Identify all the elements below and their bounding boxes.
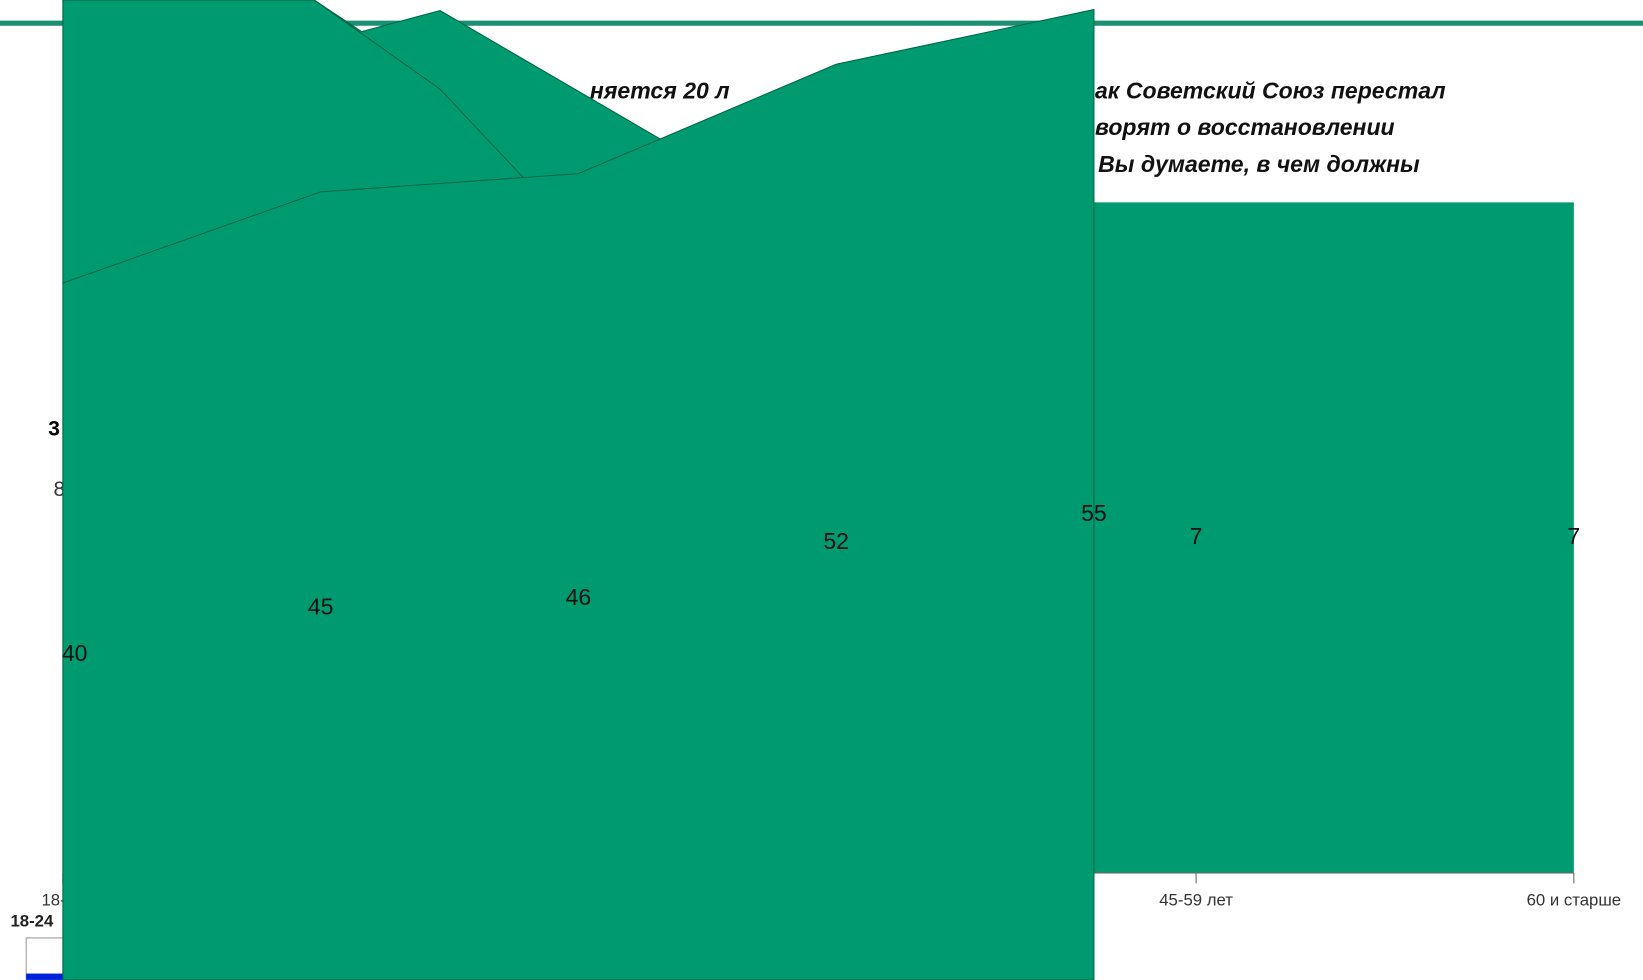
data-label: 55 xyxy=(1081,500,1107,526)
x-tick-label: 60 и старше xyxy=(1527,891,1622,910)
data-label: 45 xyxy=(308,593,334,619)
data-label: 46 xyxy=(566,584,592,610)
data-label: 7 xyxy=(1190,523,1203,549)
title-fragment: Вы думаете, в чем должны xyxy=(1098,151,1420,177)
legend-box xyxy=(25,937,69,980)
legend-fragment: 18-24 xyxy=(10,912,54,931)
data-label: 7 xyxy=(1567,523,1580,549)
axis-fragment: 8 xyxy=(53,478,65,501)
overlap-edge xyxy=(314,0,525,179)
data-label: 40 xyxy=(62,640,88,666)
title-fragment: няется 20 л xyxy=(590,77,730,103)
x-tick-label: 45-59 лет xyxy=(1159,891,1233,910)
axis-fragment: 3 xyxy=(48,417,60,440)
title-fragment: ак Советский Союз перестал xyxy=(1095,77,1446,103)
front-chart: 40 45 46 52 55 xyxy=(62,0,1107,980)
legend-swatch xyxy=(26,973,69,980)
title-fragment: ворят о восстановлении xyxy=(1095,114,1395,140)
data-label: 52 xyxy=(823,528,849,554)
plot-area xyxy=(1089,202,1574,873)
